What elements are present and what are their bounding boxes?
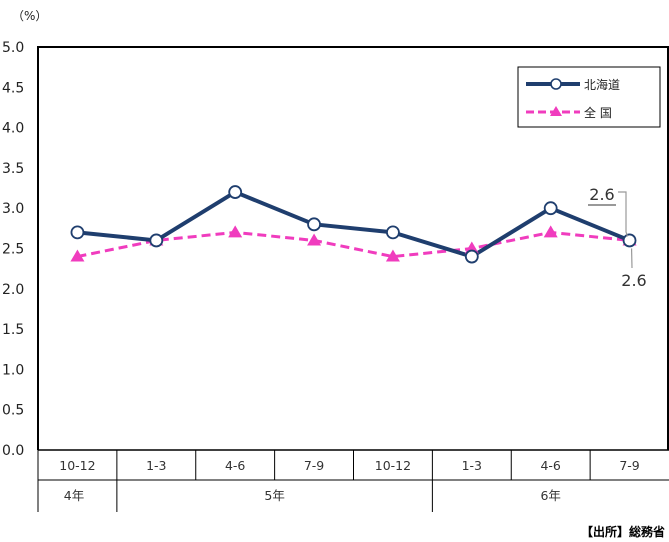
data-point-marker xyxy=(543,225,558,238)
y-tick-label: 2.0 xyxy=(2,282,24,298)
year-group-label: 4年 xyxy=(64,488,84,503)
series-line xyxy=(77,230,630,259)
y-tick-label: 1.5 xyxy=(2,322,24,338)
data-point-marker xyxy=(70,225,85,240)
plot-frame xyxy=(37,46,669,450)
unit-label: （%） xyxy=(12,9,47,23)
year-group-label: 6年 xyxy=(540,488,560,503)
data-point-marker xyxy=(307,217,321,232)
legend-label: 北海道 xyxy=(584,77,620,92)
y-tick-label: 0.5 xyxy=(2,403,24,419)
x-tick-label: 10-12 xyxy=(375,458,411,473)
y-tick-label: 1.0 xyxy=(2,362,24,378)
annotation-leader-line xyxy=(618,191,629,237)
x-tick-label: 7-9 xyxy=(304,458,324,473)
source-label: 【出所】総務省 xyxy=(581,524,665,539)
y-tick-label: 5.0 xyxy=(2,40,24,56)
legend-label: 全 国 xyxy=(584,105,612,120)
legend-marker xyxy=(550,78,562,90)
data-point-marker xyxy=(228,225,243,238)
y-tick-label: 3.0 xyxy=(2,201,24,217)
y-tick-label: 4.0 xyxy=(2,121,24,137)
data-point-marker xyxy=(307,233,322,246)
data-point-marker xyxy=(228,185,243,199)
data-point-marker xyxy=(70,249,85,262)
data-point-marker xyxy=(464,249,479,264)
data-point-marker xyxy=(386,225,400,240)
data-point-marker xyxy=(622,233,637,248)
annotation-label: 2.6 xyxy=(621,271,646,290)
x-tick-label: 4-6 xyxy=(225,458,245,473)
y-tick-label: 3.5 xyxy=(2,161,24,177)
x-tick-label: 4-6 xyxy=(540,458,560,473)
axes: 0.0 0.5 1.0 1.5 2.0 2.5 3.0 3.5 4.0 4.5 5.0 10-12 1-… xyxy=(2,40,669,512)
legend-box xyxy=(517,66,661,128)
y-tick-label: 4.5 xyxy=(2,80,24,96)
data-point-marker xyxy=(385,249,400,262)
data-point-marker xyxy=(464,241,479,254)
data-point-marker xyxy=(543,201,558,216)
y-tick-label: 2.5 xyxy=(2,242,24,258)
y-tick-label: 0.0 xyxy=(2,443,24,459)
x-tick-label: 7-9 xyxy=(619,458,639,473)
annotations: 2.6 2.6 xyxy=(588,185,647,290)
data-point-marker xyxy=(149,233,164,248)
series-line xyxy=(77,190,631,259)
x-tick-label: 1-3 xyxy=(146,458,166,473)
series-layer xyxy=(70,185,637,264)
annotation-label: 2.6 xyxy=(589,185,614,204)
legend-marker xyxy=(550,106,562,116)
x-tick-label: 1-3 xyxy=(462,458,482,473)
x-tick-label: 10-12 xyxy=(59,458,95,473)
year-group-label: 5年 xyxy=(264,488,284,503)
